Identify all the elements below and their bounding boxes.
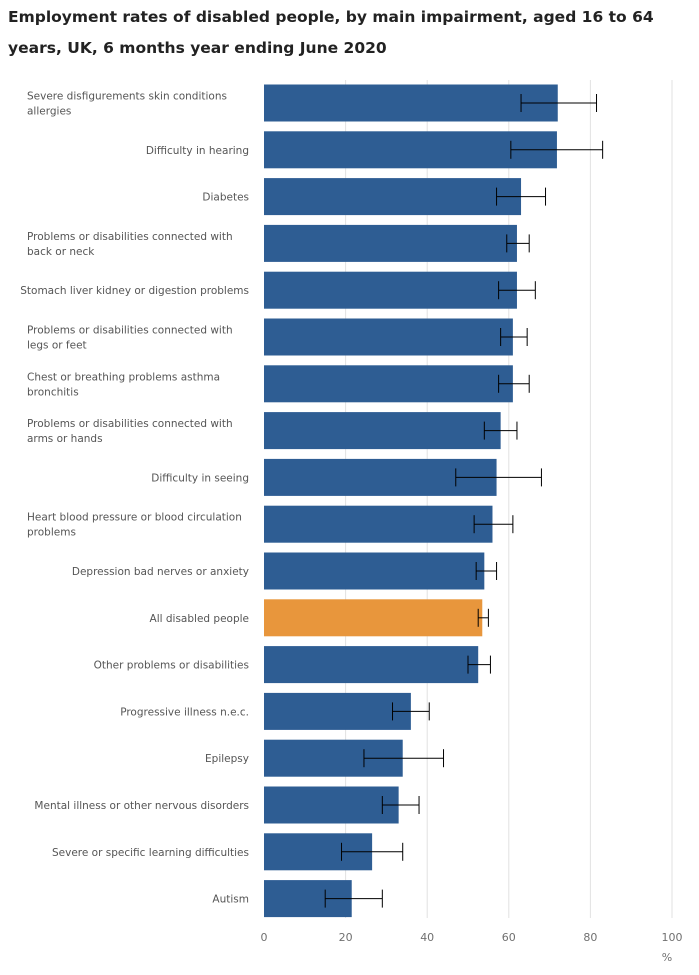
error-bar [363,749,445,768]
x-tick-label: 80 [583,931,597,944]
bar [264,318,513,356]
category-label: All disabled people [150,613,249,625]
category-label-line: bronchitis [27,386,79,398]
category-label-line: Problems or disabilities connected with [27,325,233,337]
x-tick-label: 100 [662,931,683,944]
error-bar [500,328,528,346]
error-bar [324,889,383,908]
bar [264,84,558,122]
bar [264,365,513,403]
bar [264,412,501,450]
error-bar [483,421,518,440]
category-label: Severe or specific learning difficulties [52,847,249,859]
error-bars [324,94,604,908]
error-bar [496,187,547,206]
x-tick-label: 60 [502,931,516,944]
category-label-line: Heart blood pressure or blood circulatio… [27,512,242,524]
bar [264,599,483,637]
category-label: Stomach liver kidney or digestion proble… [20,285,249,297]
error-bar [381,796,420,814]
category-label: Difficulty in hearing [146,145,249,157]
error-bar [455,468,542,487]
error-bar [498,281,536,300]
category-label-line: Severe disfigurements skin conditions [27,91,227,103]
bar [264,505,493,543]
category-label: Heart blood pressure or blood circulatio… [27,512,242,539]
x-axis-label: % [662,951,672,964]
x-axis: 0 20 40 60 80 100 [261,931,683,944]
category-label: Autism [212,894,249,906]
category-label-line: back or neck [27,246,95,258]
category-label: Other problems or disabilities [94,660,249,672]
error-bar [510,140,604,159]
error-bar [473,515,514,534]
bar [264,271,517,309]
category-label: Severe disfigurements skin conditions all… [27,91,227,118]
gridlines [345,80,673,918]
category-label: Depression bad nerves or anxiety [72,566,249,578]
x-tick-label: 20 [339,931,353,944]
chart-title: Employment rates of disabled people, by … [8,8,654,57]
error-bar [506,234,530,253]
category-label: Epilepsy [205,753,249,765]
error-bar [520,94,598,112]
category-label-line: Problems or disabilities connected with [27,418,233,430]
category-label-line: Chest or breathing problems asthma [27,371,220,383]
bar [264,552,485,590]
category-label-line: legs or feet [27,340,87,352]
category-label: Problems or disabilities connected with b… [27,231,233,258]
category-label: Progressive illness n.e.c. [120,706,249,718]
category-label-line: problems [27,527,76,539]
error-bar [477,608,489,627]
error-bar [475,562,498,580]
category-label-line: allergies [27,106,71,118]
bar [264,178,522,216]
bar [264,692,411,730]
bar [264,646,479,684]
x-tick-label: 40 [420,931,434,944]
category-label: Mental illness or other nervous disorder… [34,800,249,812]
category-label: Problems or disabilities connected with a… [27,418,233,445]
x-tick-label: 0 [261,931,268,944]
category-labels: Severe disfigurements skin conditions all… [20,91,249,906]
error-bar [341,842,404,861]
error-bar [467,655,491,674]
error-bar [498,374,530,393]
category-label: Difficulty in seeing [151,472,249,484]
bar [264,131,557,169]
bar [264,786,399,824]
bar [264,224,517,262]
bars [264,84,558,918]
category-label: Chest or breathing problems asthma bronch… [27,371,220,398]
category-label-line: arms or hands [27,433,103,445]
error-bar [392,702,430,721]
category-label-line: Problems or disabilities connected with [27,231,233,243]
category-label: Diabetes [202,192,249,204]
category-label: Problems or disabilities connected with l… [27,325,233,352]
